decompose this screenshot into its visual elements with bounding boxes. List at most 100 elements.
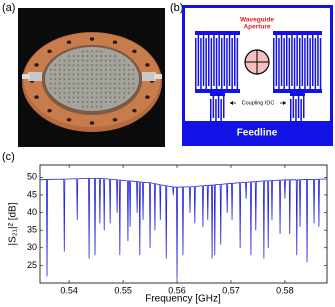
waveguide-hole: [72, 55, 75, 57]
waveguide-hole: [54, 82, 57, 85]
idc-finger: [205, 38, 207, 89]
waveguide-hole: [91, 78, 93, 80]
waveguide-hole: [95, 68, 98, 71]
waveguide-hole: [72, 82, 75, 85]
waveguide-hole: [81, 73, 84, 76]
waveguide-hole: [109, 91, 112, 94]
coupling-finger: [292, 96, 295, 118]
waveguide-hole: [81, 59, 84, 62]
waveguide-hole: [77, 55, 80, 57]
waveguide-hole: [54, 64, 57, 67]
waveguide-hole: [100, 96, 103, 99]
waveguide-hole: [81, 101, 84, 103]
photo: [18, 8, 165, 147]
waveguide-hole: [72, 87, 75, 90]
waveguide-hole: [91, 68, 93, 71]
idc-finger: [223, 35, 226, 86]
panel-label: (a): [2, 2, 15, 14]
idc-finger: [215, 38, 218, 89]
waveguide-hole: [123, 64, 126, 67]
waveguide-hole: [100, 105, 103, 108]
waveguide-hole: [127, 68, 130, 71]
waveguide-hole: [100, 87, 103, 90]
waveguide-hole: [81, 105, 84, 108]
waveguide-hole: [86, 87, 89, 90]
waveguide-hole: [72, 64, 75, 67]
waveguide-hole: [63, 73, 66, 76]
bolt-hole: [47, 108, 52, 113]
waveguide-hole: [54, 68, 57, 71]
waveguide-hole: [86, 105, 89, 108]
bolt-hole: [112, 40, 118, 44]
waveguide-hole: [123, 91, 126, 94]
waveguide-hole: [95, 87, 98, 90]
waveguide-hole: [100, 59, 103, 62]
waveguide-hole: [118, 64, 121, 67]
aperture-label: Waveguide: [240, 17, 274, 24]
waveguide-hole: [100, 50, 103, 53]
waveguide-hole: [91, 101, 93, 103]
coupling-bus: [290, 93, 305, 96]
waveguide-hole: [77, 78, 80, 80]
y-tick-label: 45: [27, 189, 37, 199]
waveguide-hole: [127, 91, 130, 94]
idc-bus: [273, 89, 322, 93]
idc-bus: [195, 89, 240, 93]
waveguide-hole: [132, 82, 135, 85]
waveguide-hole: [95, 59, 98, 62]
waveguide-hole: [86, 96, 89, 99]
idc-finger: [273, 38, 275, 89]
waveguide-hole: [127, 64, 130, 67]
waveguide-hole: [68, 82, 70, 85]
waveguide-hole: [68, 68, 70, 71]
coupling-finger: [220, 99, 222, 121]
waveguide-hole: [91, 91, 93, 94]
waveguide-hole: [100, 101, 103, 103]
waveguide-hole: [77, 64, 80, 67]
bolt-hole: [66, 40, 72, 44]
waveguide-hole: [58, 78, 61, 80]
waveguide-hole: [81, 68, 84, 71]
idc-finger: [319, 38, 322, 89]
idc-finger: [197, 35, 200, 86]
waveguide-hole: [100, 73, 103, 76]
waveguide-hole: [49, 68, 52, 71]
waveguide-hole: [118, 82, 121, 85]
waveguide-hole: [109, 82, 112, 85]
chart: Frequency [GHz] |S₂₁|² [dB] 25 30 35 40 45 50…: [8, 164, 328, 305]
waveguide-hole: [104, 55, 107, 57]
waveguide-hole: [63, 82, 66, 85]
coupling-finger: [223, 96, 225, 118]
coupling-finger: [297, 96, 300, 118]
coupling-finger: [300, 99, 302, 121]
waveguide-hole: [95, 55, 98, 57]
idc-finger: [306, 35, 309, 86]
waveguide-hole: [132, 87, 135, 90]
waveguide-hole: [127, 78, 130, 80]
idc-finger: [234, 35, 236, 86]
waveguide-hole: [58, 68, 61, 71]
waveguide-hole: [81, 78, 84, 80]
waveguide-hole: [68, 87, 70, 90]
panel-label: (c): [2, 151, 15, 163]
waveguide-hole: [100, 82, 103, 85]
idc-finger: [278, 38, 280, 89]
waveguide-hole: [86, 73, 89, 76]
coupling-finger: [290, 99, 292, 121]
waveguide-hole: [109, 87, 112, 90]
waveguide-hole: [72, 78, 75, 80]
waveguide-hole: [132, 68, 135, 71]
waveguide-hole: [100, 91, 103, 94]
waveguide-hole: [127, 82, 130, 85]
waveguide-hole: [77, 59, 80, 62]
waveguide-hole: [54, 87, 57, 90]
idc-finger: [221, 38, 223, 89]
waveguide-hole: [81, 91, 84, 94]
y-tick-label: 50: [27, 172, 37, 182]
waveguide-hole: [95, 96, 98, 99]
waveguide-hole: [49, 73, 52, 76]
idc-finger: [317, 35, 319, 86]
waveguide-hole: [109, 73, 112, 76]
idc-finger: [208, 35, 210, 86]
waveguide-hole: [91, 82, 93, 85]
